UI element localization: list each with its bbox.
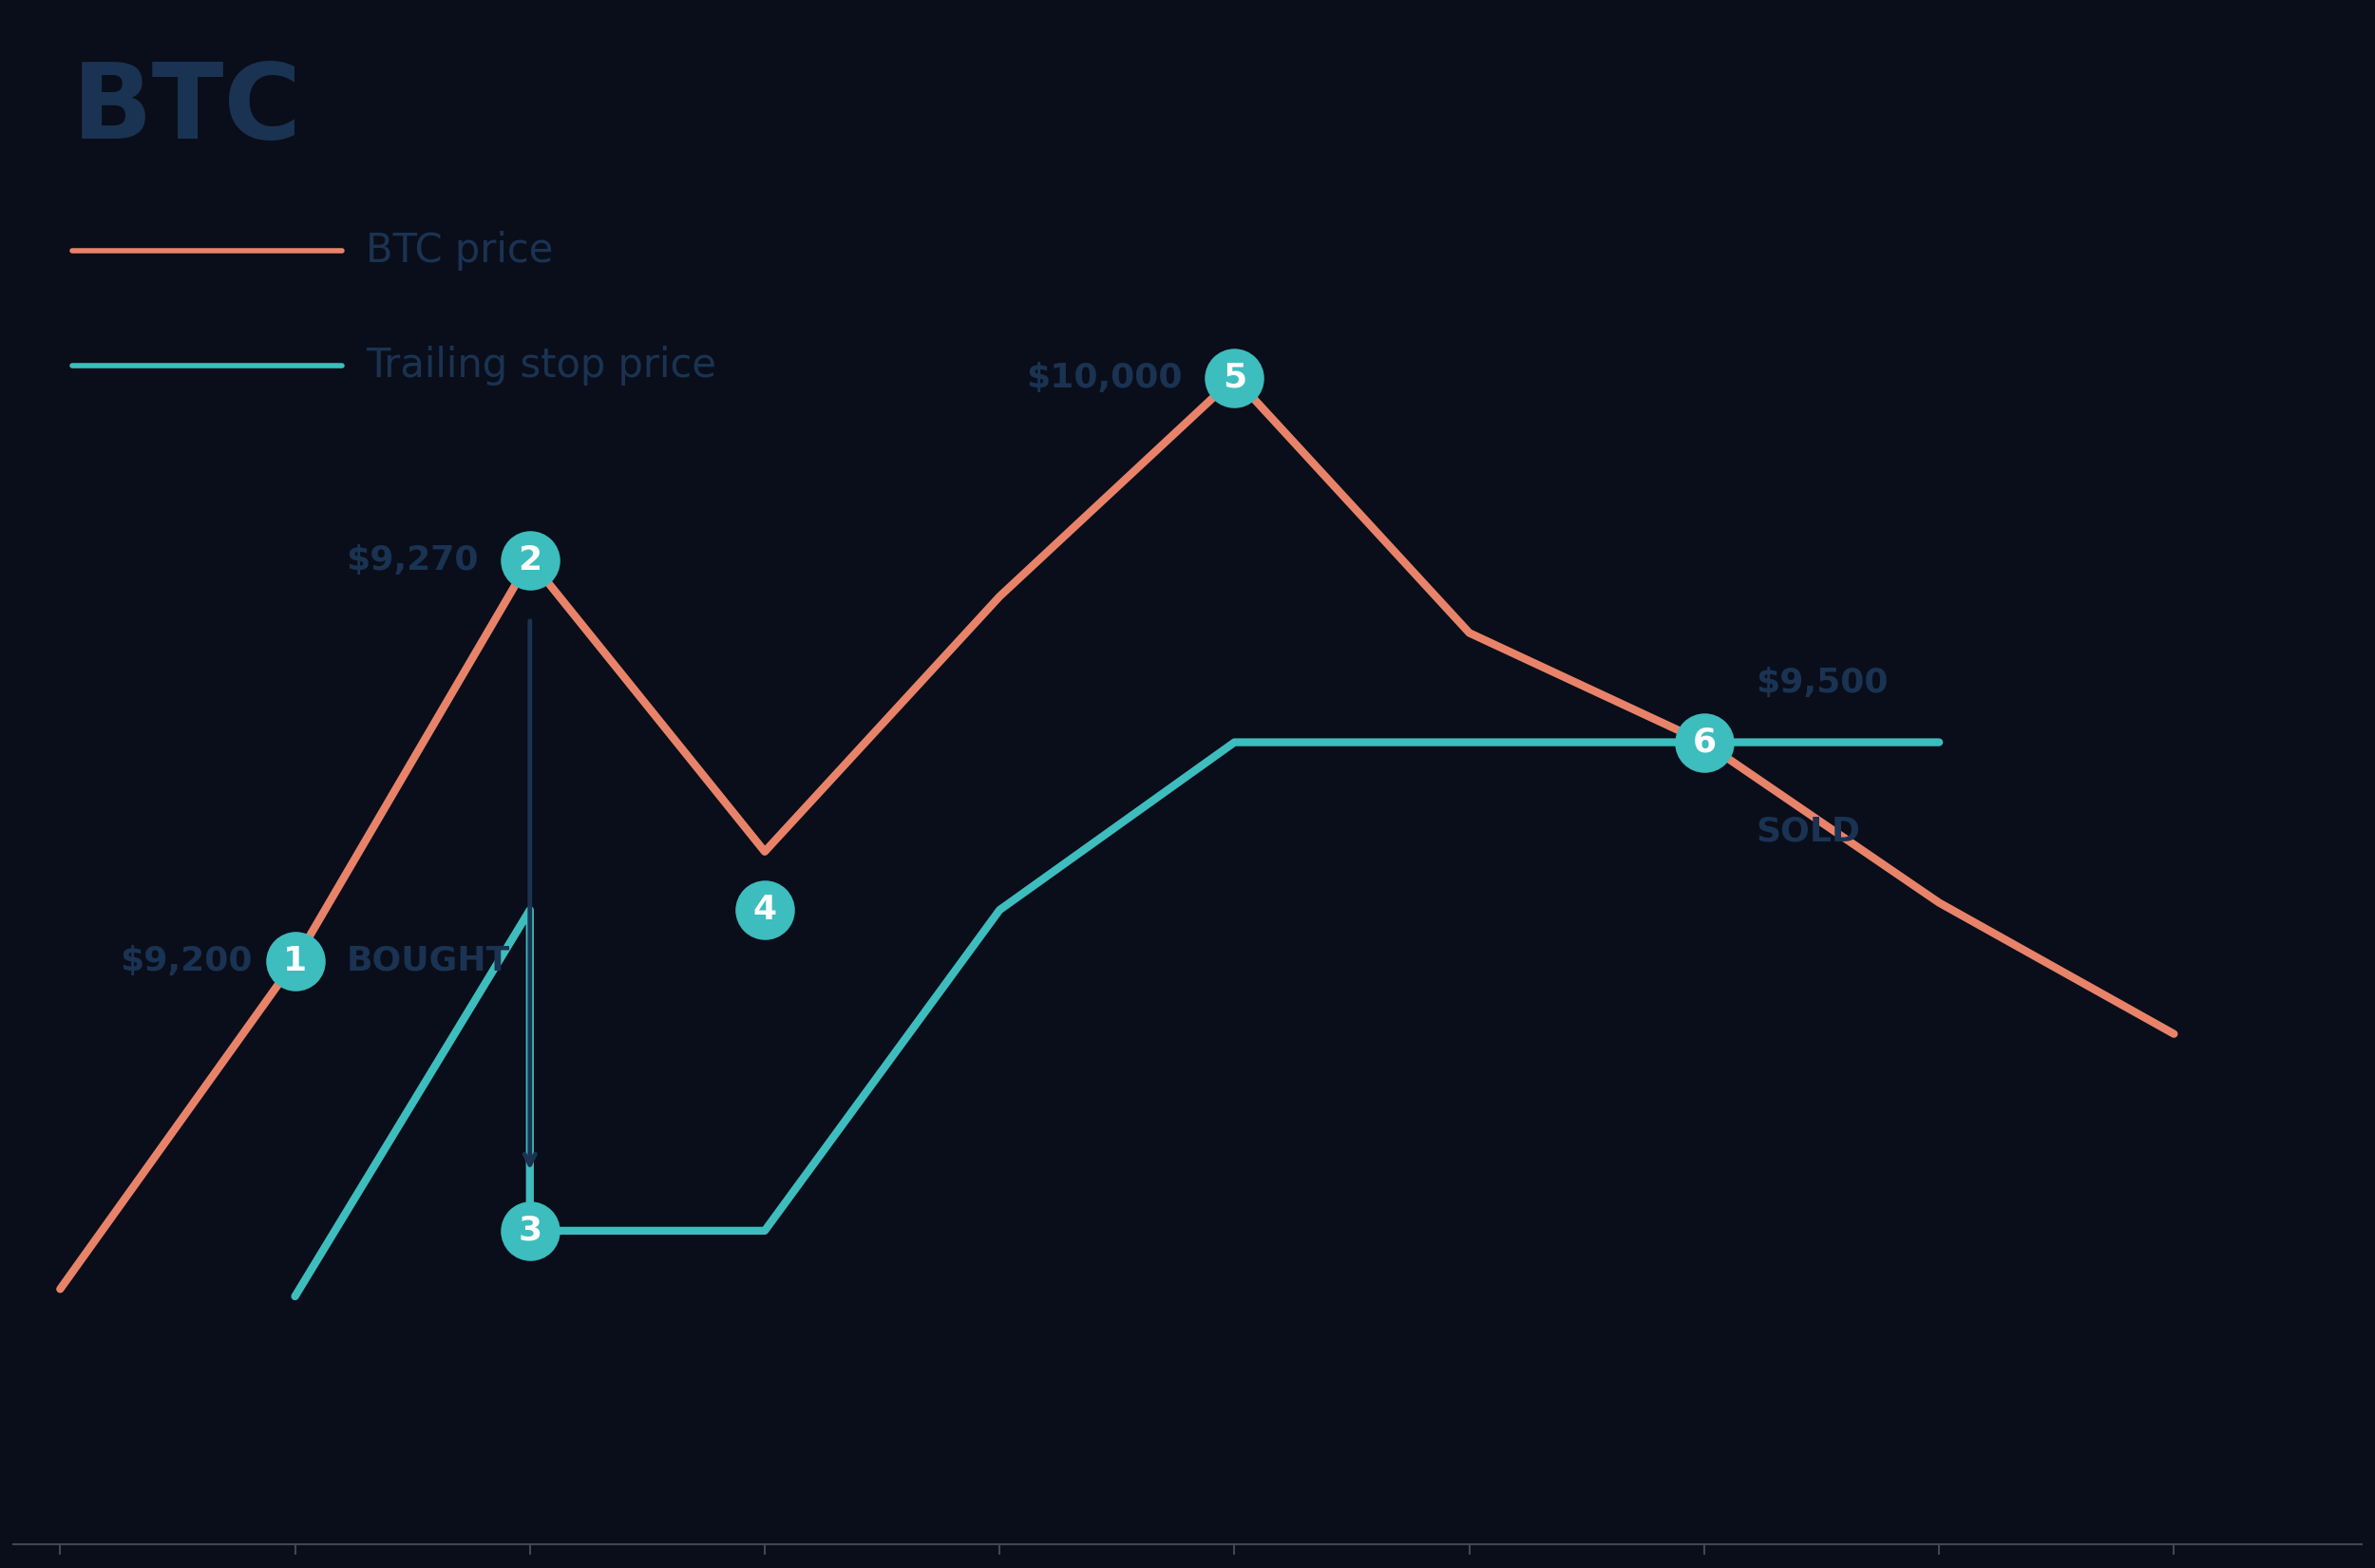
- Text: Trailing stop price: Trailing stop price: [366, 345, 715, 386]
- Text: $9,200: $9,200: [121, 946, 252, 977]
- Text: BTC price: BTC price: [366, 230, 553, 270]
- Text: 2: 2: [518, 544, 542, 575]
- Text: 5: 5: [1223, 362, 1247, 394]
- Text: $9,500: $9,500: [1755, 666, 1888, 698]
- Text: BTC: BTC: [71, 60, 302, 162]
- Text: 6: 6: [1693, 726, 1717, 759]
- Text: BOUGHT: BOUGHT: [347, 946, 511, 977]
- Text: 4: 4: [753, 894, 777, 927]
- Text: $9,270: $9,270: [347, 544, 477, 575]
- Text: $10,000: $10,000: [1026, 362, 1183, 394]
- Text: SOLD: SOLD: [1755, 815, 1860, 847]
- Text: 1: 1: [283, 946, 306, 977]
- Text: 3: 3: [518, 1215, 542, 1247]
